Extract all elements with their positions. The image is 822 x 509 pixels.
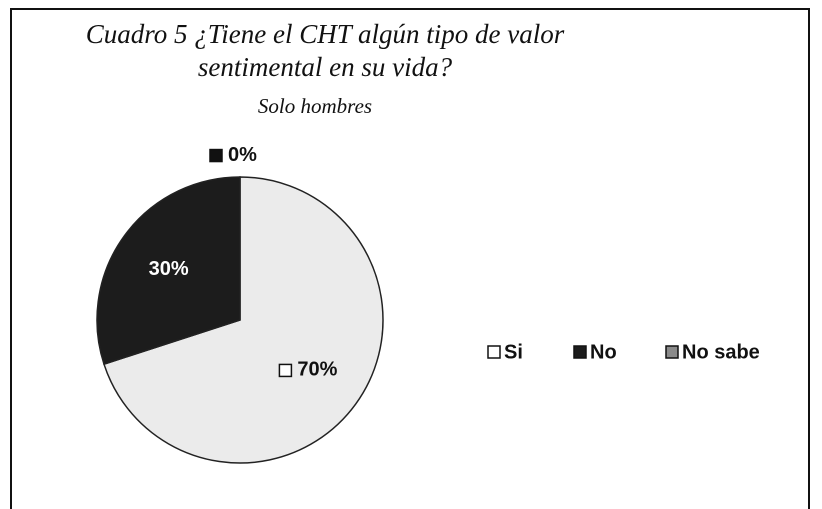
label-key xyxy=(209,148,223,163)
pie-slice xyxy=(96,176,241,366)
data-label: 0% xyxy=(228,144,257,166)
data-label: 30% xyxy=(149,258,189,280)
legend-label: No sabe xyxy=(682,341,760,363)
legend-label: No xyxy=(590,341,617,363)
chart-frame xyxy=(10,8,810,509)
chart-title: Cuadro 5 ¿Tiene el CHT algún tipo de val… xyxy=(85,19,565,82)
legend-label: Si xyxy=(504,341,523,363)
data-label: 70% xyxy=(297,359,337,381)
legend-key xyxy=(573,345,587,359)
label-key xyxy=(278,363,293,378)
legend-key xyxy=(665,345,679,359)
chart-subtitle: Solo hombres xyxy=(257,94,373,118)
legend-key xyxy=(487,345,501,359)
pie-slice xyxy=(103,176,384,464)
